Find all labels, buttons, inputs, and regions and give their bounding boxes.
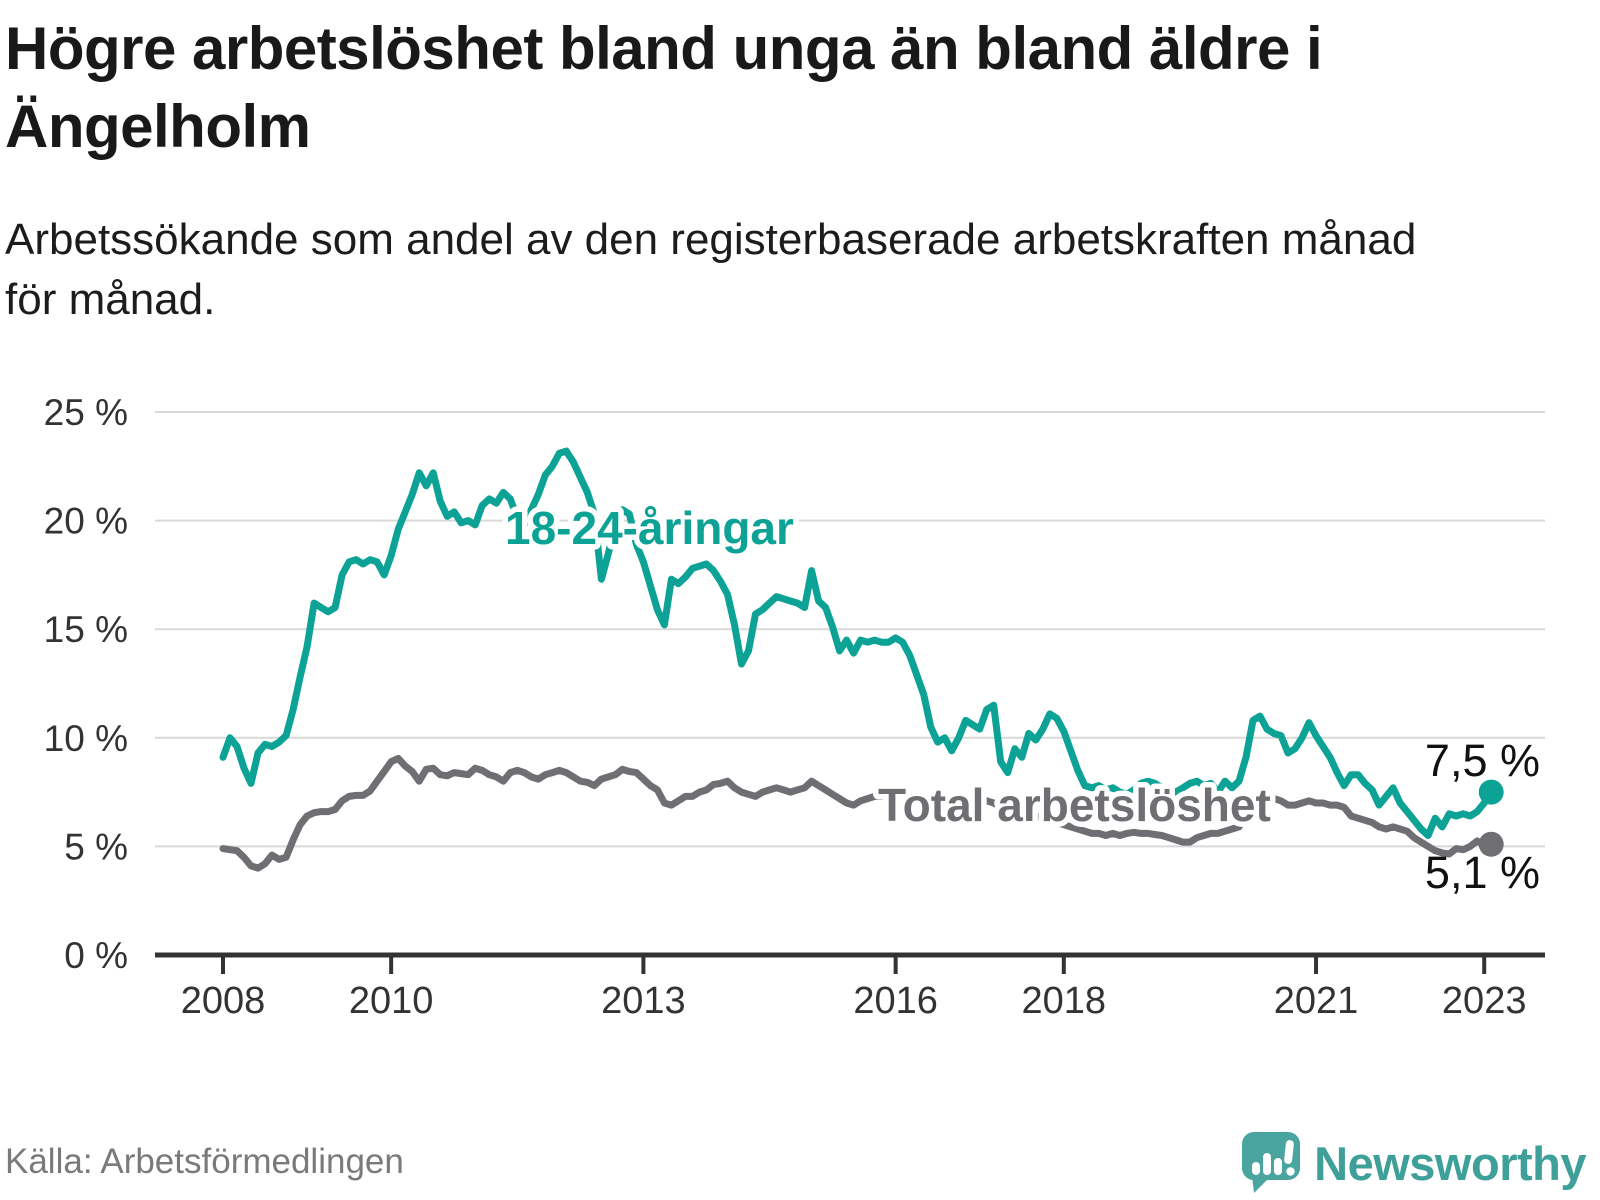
series-end-dot [1478,779,1504,805]
series-line-total [219,754,1495,872]
y-tick-label: 20 % [44,501,128,542]
logo-exclamation [1284,1140,1294,1164]
newsworthy-logo: Newsworthy [1241,1132,1586,1194]
y-tick-label: 5 % [64,826,128,867]
chart-subtitle: Arbetssökande som andel av den registerb… [5,215,1417,324]
logo-bar-2 [1263,1153,1272,1175]
logo-exclamation-dot [1286,1167,1295,1176]
series-label: Total arbetslöshet [878,779,1271,831]
x-tick-label: 2023 [1442,980,1527,1022]
x-tick-label: 2021 [1274,980,1359,1022]
x-tick-label: 2018 [1022,980,1107,1022]
logo-bar-3 [1274,1158,1283,1175]
y-tick-label: 0 % [64,935,128,976]
y-tick-label: 10 % [44,718,128,759]
y-tick-label: 15 % [44,609,128,650]
source-note: Källa: Arbetsförmedlingen [5,1142,404,1181]
page-title: Högre arbetslöshet bland unga än bland ä… [5,15,1323,160]
x-tick-label: 2008 [181,980,266,1022]
x-tick-label: 2010 [349,980,434,1022]
newsworthy-bubble-icon [1242,1132,1301,1193]
series-end-value-label: 7,5 % [1425,735,1540,786]
y-tick-label: 25 % [44,392,128,433]
series-line-18-24 [219,447,1495,839]
series-end-value-label: 5,1 % [1425,847,1540,898]
x-tick-label: 2016 [853,980,938,1022]
series-end-dot [1478,831,1504,857]
logo-bar-1 [1252,1162,1261,1175]
newsworthy-wordmark: Newsworthy [1314,1136,1586,1190]
x-tick-label: 2013 [601,980,686,1022]
series-label: 18-24-åringar [505,502,794,554]
